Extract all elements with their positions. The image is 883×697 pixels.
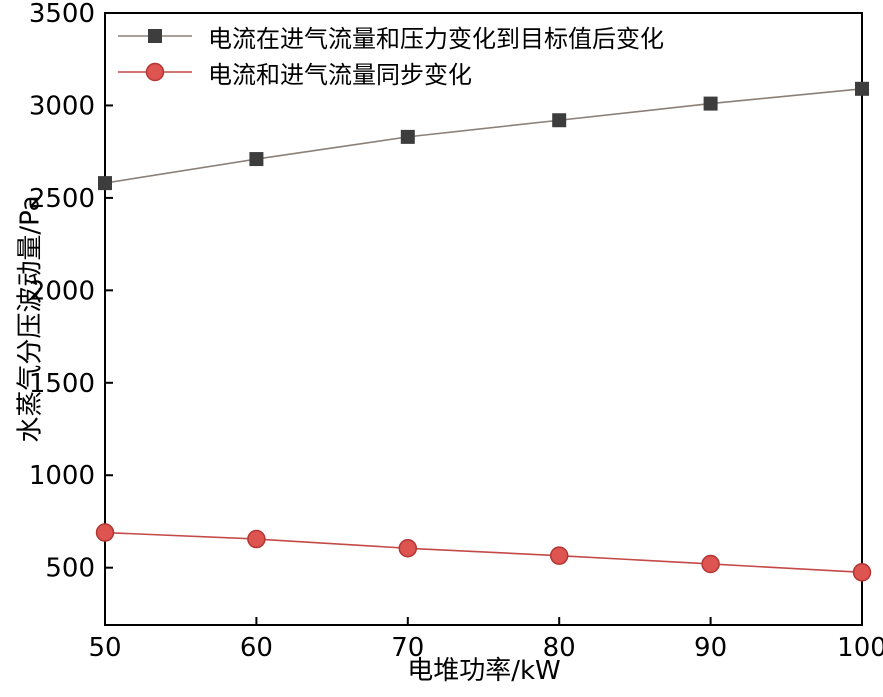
y-tick-label: 3500 xyxy=(29,0,95,29)
x-tick-label: 90 xyxy=(694,633,727,663)
legend-label-series-1: 电流在进气流量和压力变化到目标值后变化 xyxy=(208,24,664,53)
series-line-current-sync xyxy=(104,531,863,574)
legend-item-series-2: 电流和进气流量同步变化 xyxy=(118,54,664,90)
data-marker-current-after-target xyxy=(855,81,869,96)
legend-sample-circle-series xyxy=(118,62,192,82)
y-tick-label: 2500 xyxy=(29,184,95,214)
series-line-current-after-target xyxy=(104,88,863,184)
x-tick-label: 100 xyxy=(837,633,883,663)
y-tick-label: 1500 xyxy=(29,369,95,399)
legend-label-series-2: 电流和进气流量同步变化 xyxy=(208,60,472,89)
y-tick-label: 1000 xyxy=(29,461,95,491)
y-axis-label: 水蒸气分压波动量/Pa xyxy=(15,195,46,443)
legend: 电流在进气流量和压力变化到目标值后变化 电流和进气流量同步变化 xyxy=(118,18,664,90)
data-marker-current-sync xyxy=(398,539,418,558)
x-tick-label: 70 xyxy=(391,633,424,663)
data-marker-current-after-target xyxy=(400,129,415,144)
data-marker-current-after-target xyxy=(249,152,264,167)
legend-marker xyxy=(145,62,165,82)
data-marker-current-sync xyxy=(701,554,720,574)
legend-marker xyxy=(148,29,162,43)
data-marker-current-after-target xyxy=(703,96,718,111)
x-tick-label: 60 xyxy=(240,633,273,663)
y-tick-label: 3000 xyxy=(29,91,95,121)
data-marker-current-after-target xyxy=(552,113,567,128)
data-marker-current-sync xyxy=(95,523,115,542)
data-marker-current-sync xyxy=(549,546,569,565)
legend-item-series-1: 电流在进气流量和压力变化到目标值后变化 xyxy=(118,18,664,54)
x-axis-label: 电堆功率/kW xyxy=(407,656,561,686)
plot-border xyxy=(104,12,863,626)
data-marker-current-after-target xyxy=(98,176,112,191)
x-tick-label: 80 xyxy=(543,633,576,663)
y-tick-label: 2000 xyxy=(29,276,95,306)
data-marker-current-sync xyxy=(852,563,872,582)
legend-sample-square-series xyxy=(118,29,192,43)
y-tick-label: 500 xyxy=(45,554,95,584)
x-tick-label: 50 xyxy=(88,633,121,663)
data-marker-current-sync xyxy=(247,529,266,549)
